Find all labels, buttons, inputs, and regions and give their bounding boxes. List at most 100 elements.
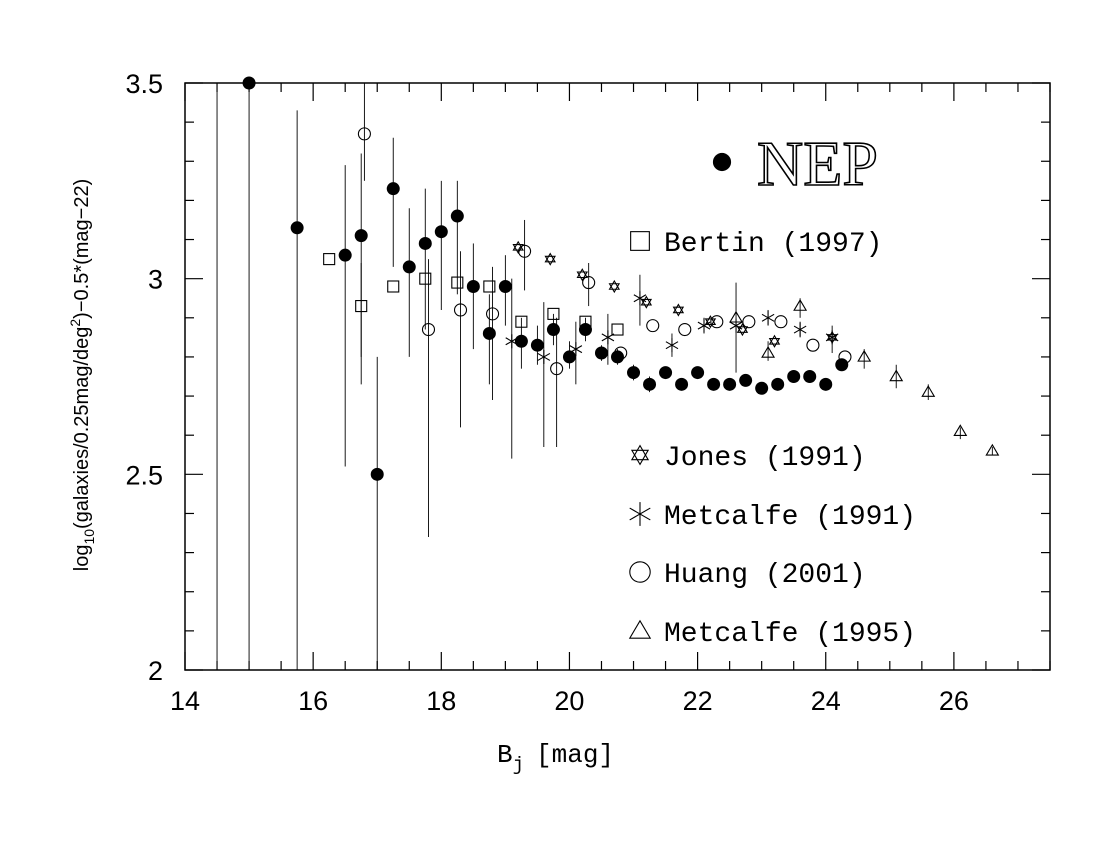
data-point [678,322,692,337]
legend-marker [628,619,652,639]
data-point [774,315,788,329]
legend-item-nep: NEP [712,127,879,200]
data-point [387,280,400,293]
data-point [761,345,776,358]
data-point [819,377,833,391]
legend-label: Metcalfe (1991) [664,502,916,533]
legend-marker [630,444,650,466]
data-point [550,362,564,376]
series-metcalfe-1991 [505,274,839,459]
series-metcalfe-1995 [729,298,1000,456]
data-point [707,377,721,391]
legend-item-metcalfe-1995: Metcalfe (1995) [628,619,916,650]
y-axis-title-superscript: 2 [67,319,83,327]
x-tick-label: 22 [683,686,713,716]
axis-ticks: 14 16 18 20 22 24 26 2 2.5 3 3.5 [125,69,1051,716]
data-point [742,315,756,329]
data-point [643,377,657,391]
x-axis-title-main: B [497,740,513,770]
legend-marker [629,561,651,583]
data-point [736,322,749,337]
x-tick-label: 14 [170,686,200,716]
legend-item-metcalfe-1991: Metcalfe (1991) [629,502,916,533]
y-tick-label: 2.5 [125,460,163,490]
plot-area [216,76,1000,670]
data-point [578,323,592,337]
data-point [537,349,551,364]
data-point [729,318,743,333]
x-tick-label: 26 [939,686,969,716]
data-point [421,322,436,337]
data-point [611,323,624,336]
data-point [627,366,641,380]
data-point [953,424,968,437]
data-point [729,310,743,323]
data-point [530,338,544,352]
data-point [486,307,500,321]
data-point [672,303,685,317]
data-point [354,229,368,243]
data-point [514,334,528,348]
data-point [338,248,352,262]
data-point [323,253,336,266]
legend-label: Bertin (1997) [664,229,882,260]
data-point [569,342,583,357]
y-tick-label: 3 [148,265,163,295]
data-point [370,467,384,481]
data-point [498,279,512,293]
x-axis-title: Bj [mag] [497,740,614,776]
data-point [482,326,496,340]
data-point [483,280,496,293]
data-point [755,381,769,395]
data-point [355,300,368,313]
data-point [633,291,647,306]
series-bertin-1997 [323,253,624,357]
data-point [723,377,737,391]
data-point [889,369,904,382]
data-point [402,260,416,274]
data-point [582,276,596,290]
x-axis-title-unit: [mag] [536,740,614,770]
data-point [386,182,400,196]
y-axis-title-prefix: log [71,545,93,572]
data-point [418,236,432,250]
data-point [838,350,852,364]
data-point [601,330,615,345]
legend-item-huang-2001: Huang (2001) [629,560,866,591]
y-tick-label: 3.5 [125,69,163,99]
data-point [793,322,807,337]
data-point [453,303,468,317]
data-point [614,346,628,360]
legend-label: Huang (2001) [664,560,866,591]
data-point [450,209,464,223]
legend-marker [630,231,650,251]
data-point [640,295,653,309]
data-point [646,319,660,333]
data-point [739,373,753,387]
legend-item-bertin-1997: Bertin (1997) [630,229,882,260]
data-point [419,272,432,285]
data-point [921,385,936,397]
x-tick-label: 20 [554,686,584,716]
data-point [546,323,560,337]
data-point [691,366,705,380]
data-point [515,315,528,328]
y-axis-title: log10(galaxies/0.25mag/deg2)−0.5*(mag−22… [67,179,97,572]
data-point [771,377,785,391]
legend-marker [712,152,732,172]
x-axis-title-subscript: j [513,754,524,776]
data-point [787,370,801,383]
data-point [608,279,621,294]
legend-label: Jones (1991) [664,443,866,474]
data-point [985,443,1000,456]
data-point [518,244,532,258]
y-axis-title-subscript: 10 [81,529,97,545]
x-tick-label: 16 [298,686,328,716]
data-point [434,225,448,239]
data-point [857,349,872,362]
data-point [594,346,608,360]
y-axis-title-suffix: )−0.5*(mag−22) [71,179,93,319]
data-point [576,268,588,282]
data-point [357,127,371,141]
